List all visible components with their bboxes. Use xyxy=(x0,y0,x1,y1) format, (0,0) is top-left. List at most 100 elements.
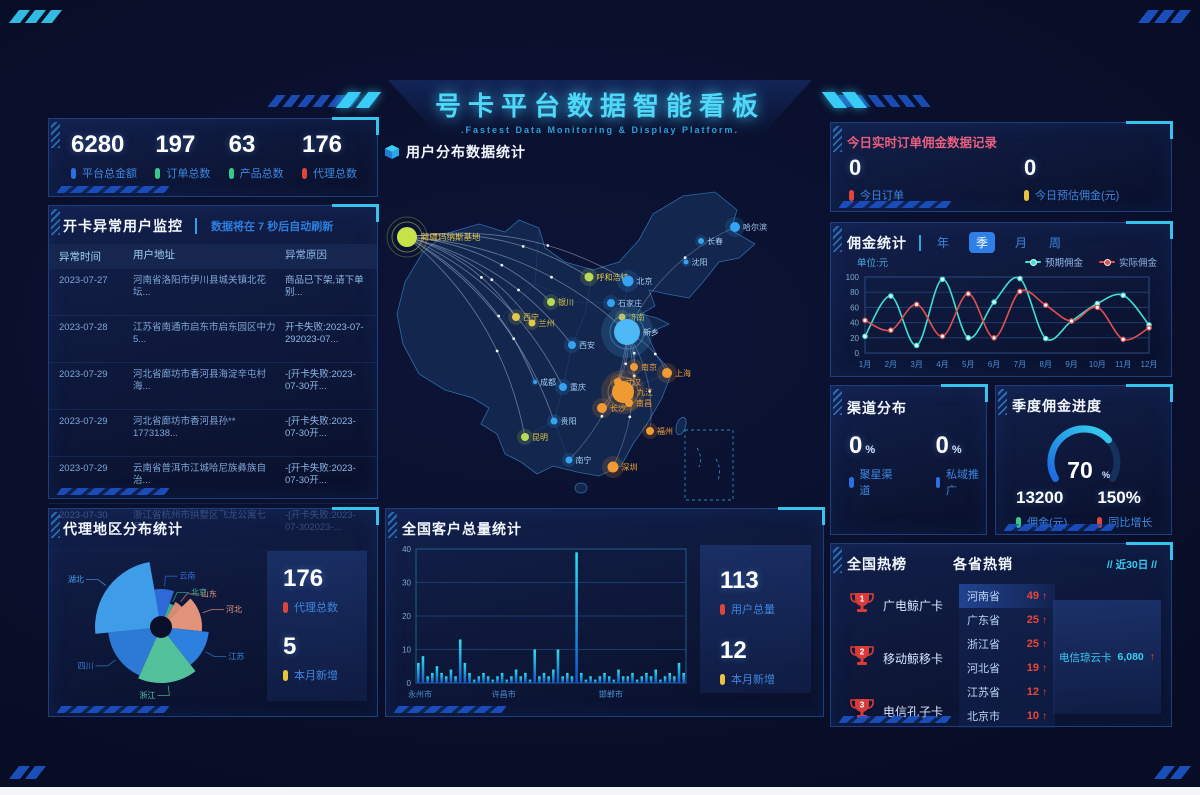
svg-text:10月: 10月 xyxy=(1089,360,1106,369)
panel-bottom-decoration xyxy=(393,706,507,713)
customers-stat: 113 用户总量 xyxy=(720,567,811,617)
divider xyxy=(195,218,197,234)
today-value: 0 xyxy=(1024,155,1037,180)
agents-stat: 176 代理总数 xyxy=(283,565,367,615)
unit-label: 单位:元 xyxy=(857,258,889,269)
agents-label: 代理总数 xyxy=(283,599,367,615)
svg-text:0: 0 xyxy=(407,679,412,688)
today-stat: 0 今日订单 xyxy=(849,155,904,203)
today-stat: 0 今日预估佣金(元) xyxy=(1024,155,1119,203)
svg-text:9月: 9月 xyxy=(1065,360,1077,369)
abnormal-user-monitor-panel: 开卡异常用户监控 数据将在 7 秒后自动刷新 异常时间 用户地址 异常原因 20… xyxy=(48,204,379,551)
user-distribution-map-panel: 用户分布数据统计 新疆玛纳斯基地 哈尔滨 长春 沈阳 呼和浩特 北京 xyxy=(385,142,822,502)
tab-年[interactable]: 年 xyxy=(937,236,950,250)
column-header-reason: 异常原因 xyxy=(285,249,327,261)
legend-item[interactable]: 实际佣金 xyxy=(1098,255,1157,269)
map-city-label: 上海 xyxy=(675,368,691,378)
up-arrow-icon: ↑ xyxy=(1042,662,1047,674)
hot-rank-item: 3 电信孔子卡 xyxy=(849,696,943,727)
stat-dot xyxy=(301,167,307,179)
customers-value: 113 xyxy=(720,567,759,594)
map-city-label: 南京 xyxy=(641,362,657,372)
province-row: 河南省 49 ↑ xyxy=(959,584,1055,608)
svg-text:40: 40 xyxy=(402,545,411,554)
hot-panel-title: 全国热榜 xyxy=(847,556,907,572)
map-city-label: 贵阳 xyxy=(561,416,577,426)
svg-text:云南: 云南 xyxy=(179,571,195,581)
map-city-label: 重庆 xyxy=(570,382,586,392)
monitor-table-row: 2023-07-28 江苏省南通市启东市启东园区中力5... 开卡失败:2023-0… xyxy=(49,316,377,363)
svg-text:20: 20 xyxy=(402,612,411,621)
agents-value: 5 xyxy=(283,633,297,660)
highlight-card-name: 电信琼云卡 xyxy=(1058,651,1112,664)
map-city-label: 福州 xyxy=(657,427,673,436)
today-value: 0 xyxy=(849,155,862,180)
page-subtitle: .Fastest Data Monitoring & Display Platf… xyxy=(460,125,740,135)
agents-label: 本月新增 xyxy=(283,667,367,683)
svg-text:河北: 河北 xyxy=(226,604,242,614)
stat-dot xyxy=(935,476,941,488)
overview-label: 代理总数 xyxy=(301,165,357,181)
tab-月[interactable]: 月 xyxy=(1015,236,1028,250)
overview-label: 产品总数 xyxy=(228,165,284,181)
trophy-icon: 3 xyxy=(849,696,875,727)
hot-rank-item: 1 广电鲸广卡 xyxy=(849,590,943,621)
svg-text:100: 100 xyxy=(846,273,860,282)
svg-text:10: 10 xyxy=(402,646,411,655)
customer-stats-card: 113 用户总量 12 本月新增 xyxy=(700,545,811,693)
hainan-island xyxy=(574,482,588,494)
quarter-panel-title: 季度佣金进度 xyxy=(1012,398,1102,414)
hot-rank-item: 2 移动鲸移卡 xyxy=(849,643,943,674)
commission-legend: 预期佣金 实际佣金 xyxy=(1024,255,1157,269)
svg-text:四川: 四川 xyxy=(78,661,94,670)
overview-stat: 176 代理总数 xyxy=(301,131,357,181)
column-header-address: 用户地址 xyxy=(133,249,175,261)
national-customers-panel: 全国客户总量统计 0 10 20 30 40 永州市 许昌市 邯郸市 113 用户总量 12 本月新… xyxy=(385,507,825,717)
legend-item[interactable]: 预期佣金 xyxy=(1024,255,1083,269)
map-city-label: 西安 xyxy=(579,340,595,350)
tab-周[interactable]: 周 xyxy=(1049,236,1062,250)
quarter-gauge-chart: 70% xyxy=(1046,425,1120,483)
map-city-label: 九江 xyxy=(637,388,653,397)
national-hot-panel: 全国热榜 各省热销 // 近30日 // 1 广电鲸广卡 2 移动鲸移卡 3 电信孔子… xyxy=(830,542,1173,728)
svg-text:7月: 7月 xyxy=(1014,360,1026,369)
svg-text:20: 20 xyxy=(850,334,859,343)
map-panel-title: 用户分布数据统计 xyxy=(406,144,526,160)
svg-text:70: 70 xyxy=(1067,457,1093,483)
svg-text:山东: 山东 xyxy=(201,588,217,598)
quarter-value: 150% xyxy=(1097,488,1141,507)
stat-dot xyxy=(849,189,854,201)
trophy-icon: 2 xyxy=(849,643,875,674)
map-city-label: 武汉 xyxy=(625,377,641,387)
overview-stat: 197 订单总数 xyxy=(155,131,210,181)
customers-label: 本月新增 xyxy=(720,671,811,687)
tab-季[interactable]: 季 xyxy=(969,232,996,253)
panel-bottom-decoration xyxy=(56,186,170,193)
map-city-label: 哈尔滨 xyxy=(743,222,767,232)
svg-text:8月: 8月 xyxy=(1040,360,1052,369)
hot-highlight-card: 电信琼云卡 6,080 ↑ xyxy=(1053,600,1161,714)
svg-text:1: 1 xyxy=(860,594,865,604)
province-row: 河北省 19 ↑ xyxy=(967,662,1047,675)
map-city-label: 北京 xyxy=(637,276,653,286)
header-slashes-left xyxy=(335,92,382,108)
panel-bottom-decoration xyxy=(838,201,952,208)
monitor-table-row: 2023-07-29 云南省普洱市江城哈尼族彝族自治... -[开卡失败:2023-… xyxy=(49,457,377,504)
svg-text:%: % xyxy=(1102,470,1110,480)
highlight-card-value: 6,080 xyxy=(1117,651,1144,663)
hot-card-name: 电信孔子卡 xyxy=(883,705,944,719)
svg-text:3月: 3月 xyxy=(910,360,922,369)
column-header-time: 异常时间 xyxy=(59,251,101,263)
commission-tabs: 年季月周 xyxy=(935,232,1063,253)
svg-text:江苏: 江苏 xyxy=(228,651,244,661)
stat-dot xyxy=(283,601,288,613)
customers-label: 用户总量 xyxy=(720,601,811,617)
svg-text:11月: 11月 xyxy=(1115,360,1131,369)
map-city-label: 新乡 xyxy=(643,327,659,337)
customers-value: 12 xyxy=(720,637,747,664)
map-city-label: 西宁 xyxy=(523,312,539,322)
overview-label: 订单总数 xyxy=(155,165,210,181)
today-label: 今日订单 xyxy=(849,187,904,203)
